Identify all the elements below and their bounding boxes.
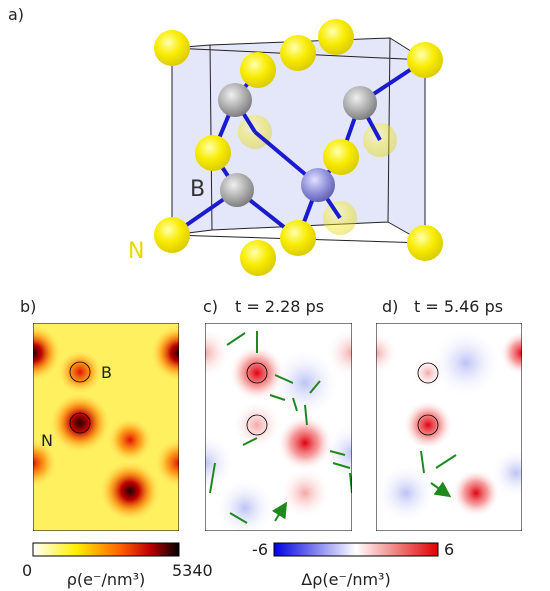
- density-map: [33, 323, 179, 531]
- colorbar: [273, 542, 439, 557]
- density-difference-map: [205, 323, 352, 531]
- colorbar-label: Δρ(e⁻/nm³): [301, 570, 390, 589]
- colorbar-max: 6: [444, 540, 454, 559]
- atom-label: B: [190, 177, 205, 202]
- colorbar: [32, 542, 180, 557]
- atom-label: B: [101, 363, 112, 382]
- colorbar-label: ρ(e⁻/nm³): [67, 570, 145, 589]
- colorbar-max: 5340: [172, 561, 213, 580]
- atom-label: N: [41, 431, 53, 450]
- time-label: t = 2.28 ps: [235, 297, 324, 316]
- panel-label: c): [203, 297, 218, 316]
- atom-label: N: [128, 239, 144, 264]
- panel-label: d): [382, 297, 398, 316]
- colorbar-min: -6: [252, 540, 268, 559]
- colorbar-min: 0: [22, 561, 32, 580]
- crystal: [154, 19, 443, 276]
- panel-label: b): [20, 297, 36, 316]
- panel-label: a): [8, 5, 24, 24]
- density-difference-map: [376, 323, 522, 531]
- time-label: t = 5.46 ps: [414, 297, 503, 316]
